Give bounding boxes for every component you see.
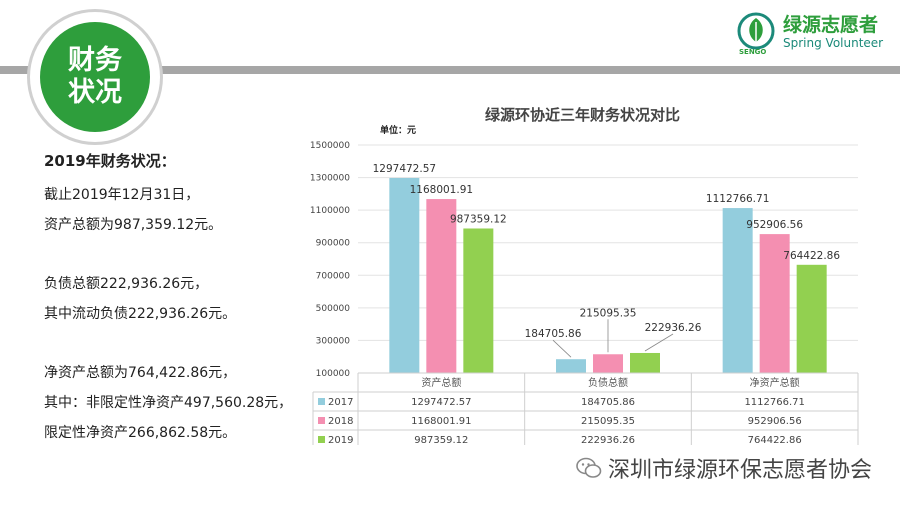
y-tick-label: 700000 [316,271,351,281]
data-label: 184705.86 [525,328,582,340]
bar-2018-1 [593,354,623,373]
legend-label: 2017 [328,397,353,408]
footer-organization: 深圳市绿源环保志愿者协会 [576,452,872,484]
summary-spacer [44,240,314,269]
y-tick-label: 100000 [316,369,351,379]
legend-label: 2019 [328,435,353,445]
financial-summary-text: 2019年财务状况： 截止2019年12月31日， 资产总额为987,359.1… [44,150,314,448]
data-label: 764422.86 [783,250,840,262]
bar-2017-0 [389,177,420,373]
chart-plot: 100000 300000 500000 700000 900000 1100000 130… [310,141,859,445]
x-category-label: 资产总额 [421,376,461,389]
data-label: 1297472.57 [373,163,436,175]
summary-line: 其中流动负债222,936.26元。 [44,306,237,322]
table-cell: 1112766.71 [744,397,804,408]
table-cell: 987359.12 [414,435,468,445]
data-label-leader [552,339,572,358]
leaf-logo-icon [737,12,775,50]
summary-spacer [44,329,314,358]
bar-2017-2 [722,208,753,373]
data-label: 222936.26 [645,322,702,334]
bar-2019-1 [630,352,660,373]
logo-name-cn: 绿源志愿者 [783,14,879,36]
table-cell: 184705.86 [581,397,635,408]
data-label-leader [644,333,674,352]
top-divider-bar [0,66,900,74]
bar-2017-1 [556,359,586,373]
footer-text: 深圳市绿源环保志愿者协会 [607,458,872,483]
table-cell: 222936.26 [581,435,635,445]
y-tick-label: 1500000 [310,141,350,151]
table-cell: 1168001.91 [411,416,471,427]
bar-2018-2 [759,234,790,373]
summary-line: 负债总额222,936.26元， [44,276,209,292]
y-tick-label: 300000 [316,336,351,346]
data-label: 952906.56 [746,219,803,231]
y-tick-label: 500000 [316,304,351,314]
bar-2019-0 [463,228,494,373]
legend-label: 2018 [328,416,353,427]
chart-title: 绿源环协近三年财务状况对比 [484,106,680,124]
data-label: 987359.12 [450,213,507,225]
bar-2018-0 [426,199,457,373]
table-cell: 1297472.57 [411,397,471,408]
organization-logo: SENGO 绿源志愿者 Spring Volunteer [737,10,897,56]
wechat-icon [576,457,602,478]
x-category-label: 负债总额 [588,376,628,389]
data-label: 215095.35 [580,307,637,319]
data-label: 1112766.71 [706,193,769,205]
summary-line: 其中：非限定性净资产497,560.28元， [44,395,293,411]
table-cell: 952906.56 [748,416,802,427]
section-badge-line1: 财务 [68,45,122,76]
table-cell: 764422.86 [748,435,802,445]
x-category-label: 净资产总额 [750,376,800,389]
section-badge: 财务 状况 [40,22,150,132]
data-label: 1168001.91 [410,184,473,196]
summary-line: 净资产总额为764,422.86元， [44,365,237,381]
legend-swatch-2019 [318,436,325,443]
section-badge-line2: 状况 [68,77,122,108]
y-tick-label: 1100000 [310,206,350,216]
y-tick-label: 900000 [316,239,351,249]
finance-chart: 绿源环协近三年财务状况对比 单位：元 100000 300000 500000 700… [300,100,865,445]
summary-line: 截止2019年12月31日， [44,187,200,203]
bar-2019-2 [796,264,827,373]
summary-heading: 2019年财务状况： [44,152,176,170]
logo-mark-text: SENGO [739,48,767,56]
summary-line: 限定性净资产266,862.58元。 [44,425,237,441]
chart-unit-label: 单位：元 [380,126,417,136]
legend-swatch-2017 [318,398,325,405]
summary-line: 资产总额为987,359.12元。 [44,217,223,233]
table-cell: 215095.35 [581,416,635,427]
y-tick-label: 1300000 [310,174,350,184]
logo-name-en: Spring Volunteer [783,36,884,50]
legend-swatch-2018 [318,417,325,424]
